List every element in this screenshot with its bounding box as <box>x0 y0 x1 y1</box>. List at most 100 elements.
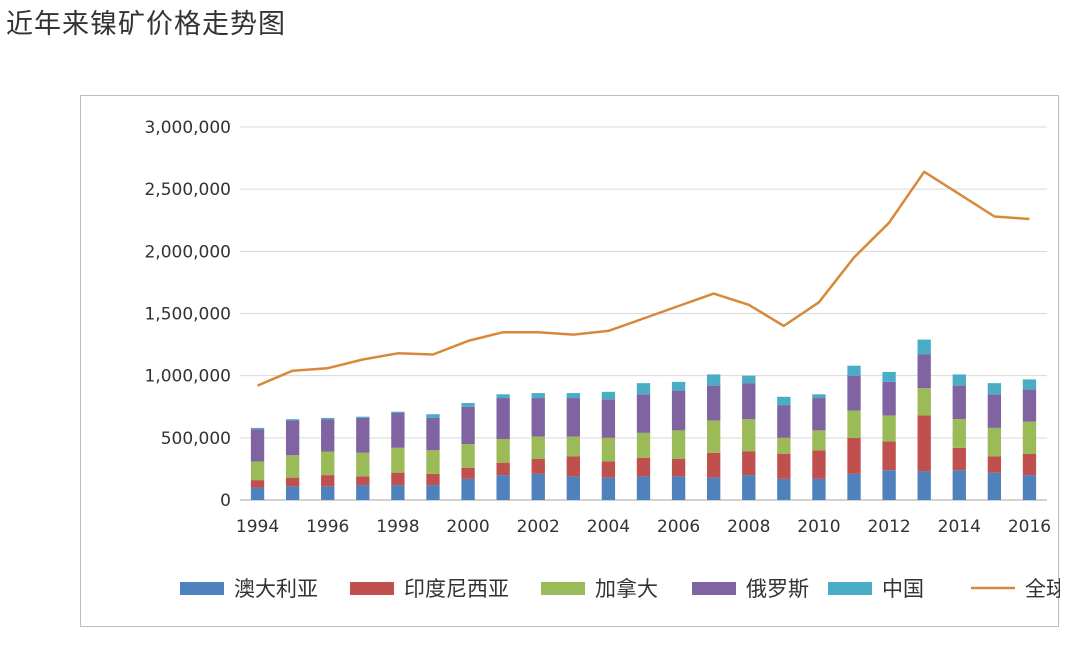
bar-segment <box>461 406 475 445</box>
x-tick-label: 2006 <box>657 517 700 537</box>
bar-segment <box>952 385 966 420</box>
bar-segment <box>531 393 545 399</box>
x-axis-ticks: 1994 1996 1998 2000 2002 2004 2006 2008 2010 2012… <box>236 517 1051 537</box>
bar-segment <box>882 381 896 416</box>
legend-label: 俄罗斯 <box>746 577 809 601</box>
bar-segment <box>531 458 545 474</box>
bar-segment <box>671 381 686 391</box>
x-tick-label: 1994 <box>236 517 279 537</box>
bar-segment <box>636 383 651 395</box>
bar-segment <box>636 457 651 477</box>
bar-segment <box>707 385 721 421</box>
y-tick-label: 2,000,000 <box>144 242 231 262</box>
bar-segment <box>636 432 651 458</box>
bar-segment <box>1022 379 1037 390</box>
bar-segment <box>601 461 616 478</box>
bar-segment <box>496 462 510 476</box>
bar-segment <box>601 391 616 400</box>
bar-segment <box>601 477 616 500</box>
legend-swatch <box>692 582 736 595</box>
bar-segment <box>321 475 335 487</box>
bar-segment <box>987 472 1002 500</box>
bar-segment <box>671 390 686 431</box>
bar-segment <box>321 451 335 476</box>
legend-label: 澳大利亚 <box>234 577 318 601</box>
bar-segment <box>952 374 966 386</box>
y-tick-label: 3,000,000 <box>144 118 231 138</box>
bar-segment <box>917 339 931 355</box>
bar-segment <box>250 487 265 500</box>
bar-segment <box>356 476 370 486</box>
x-tick-label: 2008 <box>727 517 770 537</box>
bar-segment <box>285 477 300 487</box>
bar-segment <box>601 399 616 438</box>
bar-segment <box>356 416 370 418</box>
y-tick-label: 500,000 <box>161 429 231 449</box>
bar-segment <box>426 414 440 418</box>
x-tick-label: 2012 <box>867 517 910 537</box>
bar-segment <box>847 473 861 500</box>
bar-segment <box>847 437 861 474</box>
bar-segment <box>812 478 826 500</box>
bar-segment <box>671 458 686 477</box>
bar-segment <box>671 476 686 500</box>
legend: 澳大利亚 印度尼西亚 加拿大 俄罗斯 中国 全球 <box>180 577 1067 601</box>
bar-segment <box>707 374 721 386</box>
bar-segment <box>391 412 405 448</box>
y-tick-label: 1,000,000 <box>144 367 231 387</box>
bar-segment <box>777 437 791 454</box>
chart-svg: 0 500,000 1,000,000 1,500,000 2,000,000 2,500… <box>144 118 1067 601</box>
y-tick-label: 0 <box>220 491 231 511</box>
bar-segment <box>321 419 335 452</box>
bar-segment <box>707 477 721 500</box>
bar-segment <box>250 461 265 481</box>
bar-segment <box>461 478 475 500</box>
bar-segment <box>285 420 300 456</box>
bar-segment <box>250 429 265 462</box>
x-tick-label: 2010 <box>797 517 840 537</box>
bar-segment <box>391 411 405 413</box>
bar-segment <box>987 427 1002 457</box>
legend-label: 加拿大 <box>595 577 658 601</box>
grid-lines <box>240 126 1047 501</box>
bar-segment <box>847 375 861 411</box>
bar-segment <box>812 450 826 479</box>
bar-segment <box>917 471 931 500</box>
legend-label: 全球 <box>1025 577 1060 601</box>
bar-segment <box>952 419 966 448</box>
bar-segment <box>356 417 370 453</box>
bar-series <box>250 339 1037 500</box>
bar-segment <box>321 417 335 420</box>
y-axis-ticks: 0 500,000 1,000,000 1,500,000 2,000,000 2,500… <box>144 118 231 511</box>
bar-segment <box>496 394 510 399</box>
bar-segment <box>461 444 475 468</box>
bar-segment <box>882 415 896 442</box>
chart-frame: 0 500,000 1,000,000 1,500,000 2,000,000 2,500… <box>80 95 1067 627</box>
bar-segment <box>917 354 931 389</box>
bar-segment <box>742 375 756 384</box>
bar-segment <box>285 455 300 478</box>
bar-segment <box>566 436 580 457</box>
bar-segment <box>812 394 826 399</box>
bar-segment <box>531 473 545 500</box>
bar-segment <box>356 485 370 500</box>
bar-segment <box>531 398 545 437</box>
bar-segment <box>426 450 440 474</box>
bar-segment <box>777 478 791 500</box>
bar-segment <box>566 398 580 437</box>
bar-segment <box>812 398 826 431</box>
x-tick-label: 2004 <box>587 517 630 537</box>
bar-segment <box>777 396 791 406</box>
bar-segment <box>1022 453 1037 476</box>
bar-segment <box>496 398 510 440</box>
bar-segment <box>426 417 440 451</box>
x-tick-label: 2016 <box>1008 517 1051 537</box>
bar-segment <box>671 430 686 459</box>
bar-segment <box>250 427 265 430</box>
bar-segment <box>531 436 545 459</box>
bar-segment <box>496 475 510 500</box>
bar-segment <box>636 394 651 433</box>
bar-segment <box>882 441 896 471</box>
x-tick-label: 2002 <box>517 517 560 537</box>
bar-segment <box>812 430 826 451</box>
